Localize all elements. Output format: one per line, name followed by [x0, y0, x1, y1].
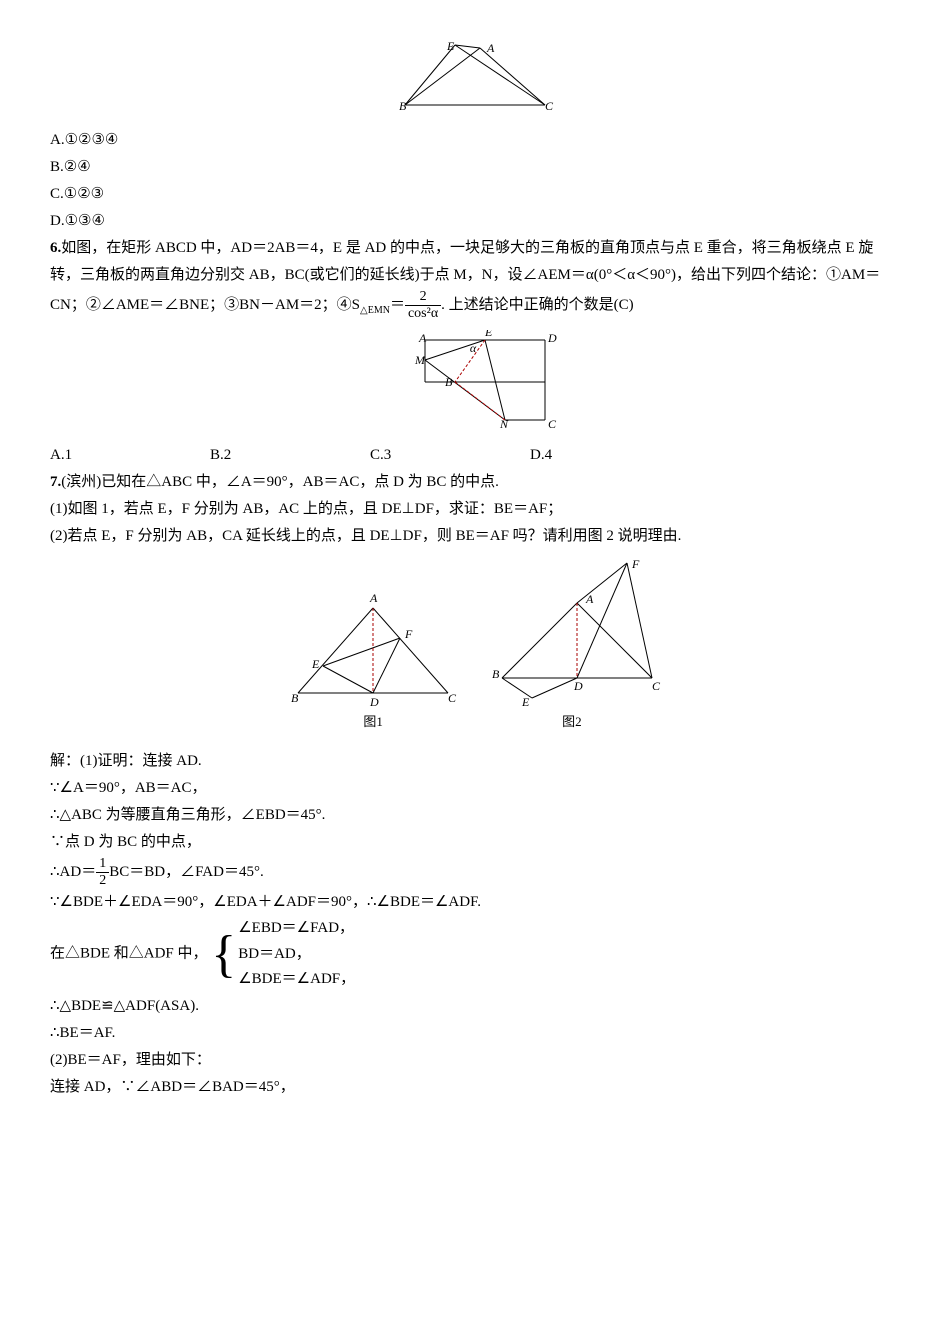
case2: BD＝AD，	[238, 942, 355, 968]
svg-text:C: C	[448, 691, 457, 705]
q6-subscript: △EMN	[360, 305, 390, 316]
q6-figure: α A E D M B N C	[50, 330, 900, 430]
sol-frac: 12	[96, 856, 109, 889]
svg-text:E: E	[484, 330, 493, 339]
q7-figures: A F E B D C 图1 F A B D C E 图2	[50, 558, 900, 736]
svg-text:B: B	[492, 667, 500, 681]
q5-choice-a: A.①②③④	[50, 127, 900, 154]
q6-choice-c: C.3	[370, 442, 450, 469]
cases-brace: { ∠EBD＝∠FAD， BD＝AD， ∠BDE＝∠ADF，	[211, 916, 355, 993]
q6-choices: A.1 B.2 C.3 D.4	[50, 442, 900, 469]
q6-choice-b: B.2	[210, 442, 290, 469]
case1: ∠EBD＝∠FAD，	[238, 916, 355, 942]
fig3a-svg: A F E B D C	[288, 588, 458, 708]
svg-text:F: F	[631, 558, 640, 571]
q6-stem: 6.如图，在矩形 ABCD 中，AD＝2AB＝4，E 是 AD 的中点，一块足够…	[50, 235, 900, 322]
svg-text:C: C	[548, 417, 557, 430]
svg-text:F: F	[404, 627, 413, 641]
sol-frac-den: 2	[96, 873, 109, 889]
svg-text:B: B	[291, 691, 299, 705]
q7-line3: (2)若点 E，F 分别为 AB，CA 延长线上的点，且 DE⊥DF，则 BE＝…	[50, 523, 900, 550]
sol-l4: ∵点 D 为 BC 的中点，	[50, 829, 900, 856]
sol-l10: (2)BE＝AF，理由如下：	[50, 1047, 900, 1074]
q6-fraction: 2cos²α	[405, 289, 441, 322]
svg-text:A: A	[418, 331, 427, 345]
svg-text:B: B	[399, 99, 407, 113]
q7-line2: (1)如图 1，若点 E，F 分别为 AB，AC 上的点，且 DE⊥DF，求证：…	[50, 496, 900, 523]
q6-frac-num: 2	[405, 289, 441, 306]
q5-choice-b: B.②④	[50, 154, 900, 181]
q6-choice-a: A.1	[50, 442, 130, 469]
svg-text:E: E	[311, 657, 320, 671]
sol-l5: ∴AD＝12BC＝BD，∠FAD＝45°.	[50, 856, 900, 889]
q6-number: 6.	[50, 240, 61, 256]
sol-l1: 解：(1)证明：连接 AD.	[50, 748, 900, 775]
svg-text:D: D	[573, 679, 583, 693]
svg-text:C: C	[652, 679, 661, 693]
q5-choice-d: D.①③④	[50, 208, 900, 235]
q7-line1: 7.7.(滨州)已知在△ABC 中，∠A＝90°，AB＝AC，点 D 为 BC …	[50, 469, 900, 496]
fig1-svg: E A B C	[395, 40, 555, 115]
sol-l8: ∴△BDE≌△ADF(ASA).	[50, 993, 900, 1020]
sol-l11: 连接 AD，∵∠ABD＝∠BAD＝45°，	[50, 1074, 900, 1101]
svg-text:C: C	[545, 99, 554, 113]
svg-text:E: E	[521, 695, 530, 708]
fig3b-svg: F A B D C E	[482, 558, 662, 708]
q6-tail: . 上述结论中正确的个数是(C)	[441, 297, 634, 313]
fig2-svg: α A E D M B N C	[385, 330, 565, 430]
svg-text:N: N	[499, 417, 509, 430]
sol-l2: ∵∠A＝90°，AB＝AC，	[50, 775, 900, 802]
svg-text:A: A	[585, 592, 594, 606]
svg-text:D: D	[369, 695, 379, 708]
q5-choice-c: C.①②③	[50, 181, 900, 208]
sol-l6: ∵∠BDE＋∠EDA＝90°，∠EDA＋∠ADF＝90°，∴∠BDE＝∠ADF.	[50, 889, 900, 916]
svg-text:α: α	[470, 341, 477, 355]
q6-frac-den: cos²α	[405, 306, 441, 322]
svg-text:A: A	[369, 591, 378, 605]
sol-l7: 在△BDE 和△ADF 中， { ∠EBD＝∠FAD， BD＝AD， ∠BDE＝…	[50, 916, 900, 993]
svg-text:B: B	[445, 375, 453, 389]
sol-l5b: BC＝BD，∠FAD＝45°.	[109, 864, 264, 880]
svg-text:E: E	[446, 40, 455, 53]
svg-text:A: A	[486, 41, 495, 55]
fig3b-caption: 图2	[482, 710, 662, 733]
q6-choice-d: D.4	[530, 442, 610, 469]
sol-l3: ∴△ABC 为等腰直角三角形，∠EBD＝45°.	[50, 802, 900, 829]
q5-figure: E A B C	[50, 40, 900, 115]
q6-eq: ＝	[390, 297, 405, 313]
svg-text:D: D	[547, 331, 557, 345]
fig3a-caption: 图1	[288, 710, 458, 733]
sol-l7a: 在△BDE 和△ADF 中，	[50, 946, 208, 962]
sol-l5a: ∴AD＝	[50, 864, 96, 880]
svg-text:M: M	[414, 353, 426, 367]
sol-frac-num: 1	[96, 856, 109, 873]
brace-icon: {	[211, 929, 236, 981]
sol-l9: ∴BE＝AF.	[50, 1020, 900, 1047]
case3: ∠BDE＝∠ADF，	[238, 967, 355, 993]
